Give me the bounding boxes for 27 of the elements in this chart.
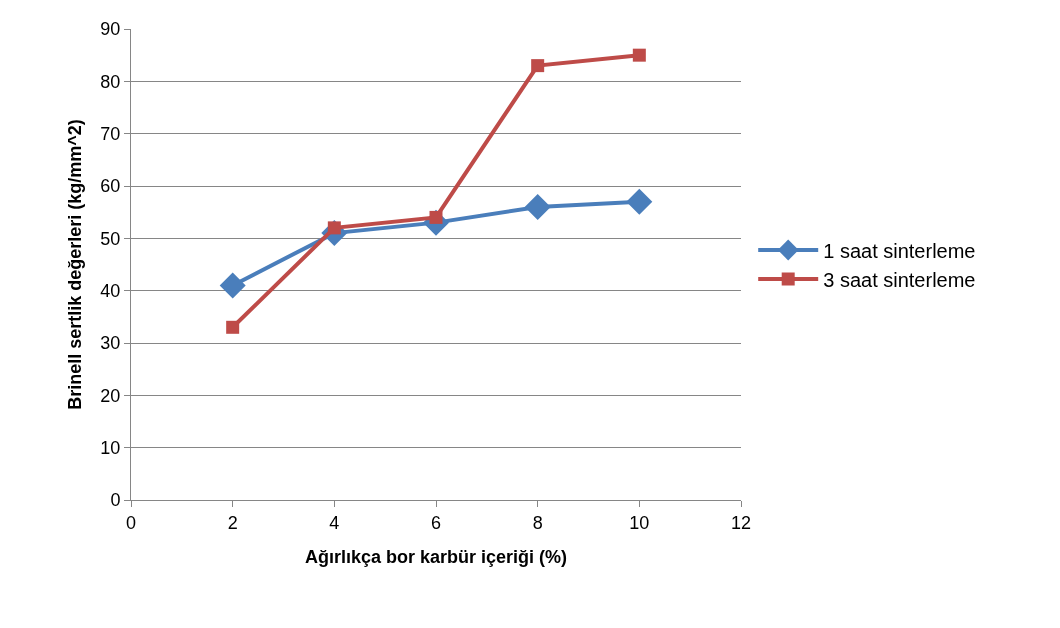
legend-label: 1 saat sinterleme <box>823 239 976 262</box>
y-tick-label: 70 <box>100 123 121 144</box>
point <box>531 59 545 73</box>
point <box>226 320 240 334</box>
y-tick-label: 90 <box>100 19 121 40</box>
x-tick-label: 0 <box>125 512 137 533</box>
legend-label: 3 saat sinterleme <box>823 268 976 291</box>
x-tick-label: 6 <box>430 512 442 533</box>
x-tick-label: 12 <box>730 512 752 533</box>
y-tick-label: 60 <box>100 176 121 197</box>
y-tick-label: 20 <box>100 385 121 406</box>
point <box>219 272 246 299</box>
y-tick-label: 0 <box>110 490 121 511</box>
point <box>626 188 653 215</box>
y-tick-label: 50 <box>100 228 121 249</box>
y-tick-label: 80 <box>100 71 121 92</box>
y-tick-label: 10 <box>100 437 121 458</box>
y-tick-label: 30 <box>100 333 121 354</box>
point <box>632 48 646 62</box>
y-tick-label: 40 <box>100 280 121 301</box>
point <box>524 193 551 220</box>
x-tick-label: 10 <box>629 512 650 533</box>
x-tick-label: 2 <box>227 512 238 533</box>
x-tick-label: 8 <box>532 512 543 533</box>
x-tick-label: 4 <box>329 512 340 533</box>
x-axis-title: Ağırlıkça bor karbür içeriği (%) <box>304 546 568 567</box>
y-axis-title: Brinell sertlik değerleri (kg/mm^2) <box>64 119 85 410</box>
